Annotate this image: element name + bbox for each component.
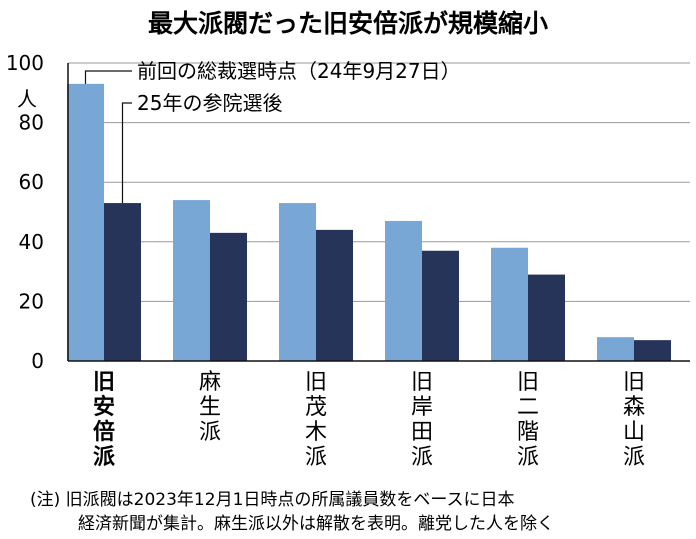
chart-title: 最大派閥だった旧安倍派が規模縮小 bbox=[148, 9, 548, 38]
bar-series1-5 bbox=[491, 247, 528, 361]
x-label-5: 二 bbox=[517, 395, 539, 420]
x-label-4: 田 bbox=[411, 420, 433, 445]
x-label-6: 旧 bbox=[623, 370, 645, 395]
x-label-3: 旧 bbox=[305, 370, 327, 395]
bar-series2-1 bbox=[104, 203, 141, 361]
legend-series1: 前回の総裁選時点（24年9月27日） bbox=[137, 59, 461, 83]
x-label-2: 麻 bbox=[199, 370, 221, 395]
bars bbox=[67, 83, 671, 362]
x-label-3: 茂 bbox=[305, 395, 327, 420]
bar-series2-5 bbox=[528, 274, 565, 361]
x-label-3: 木 bbox=[305, 420, 327, 445]
y-axis-unit: 人 bbox=[17, 87, 37, 111]
y-ticks: 0 20 40 60 80 100 bbox=[6, 51, 44, 373]
bar-series2-2 bbox=[210, 232, 247, 361]
gridlines bbox=[68, 62, 690, 302]
bar-series2-6 bbox=[634, 340, 671, 361]
x-label-5: 派 bbox=[517, 445, 539, 470]
bar-series1-2 bbox=[173, 200, 210, 361]
note-line-2: 経済新聞が集計。麻生派以外は解散を表明。離党した人を除く bbox=[78, 514, 554, 534]
y-tick-label: 100 bbox=[6, 51, 44, 75]
bar-series2-4 bbox=[422, 250, 459, 361]
bar-series1-4 bbox=[385, 220, 422, 361]
x-label-1: 安 bbox=[93, 394, 115, 420]
callout-line-series1 bbox=[84, 70, 132, 84]
x-label-4: 旧 bbox=[411, 370, 433, 395]
bar-series1-6 bbox=[597, 337, 634, 361]
bar-series2-3 bbox=[316, 229, 353, 361]
legend-callouts: 前回の総裁選時点（24年9月27日） 25年の参院選後 bbox=[84, 59, 461, 204]
y-tick-label: 40 bbox=[19, 230, 44, 254]
x-label-6: 派 bbox=[623, 445, 645, 470]
y-tick-label: 20 bbox=[19, 289, 44, 313]
x-label-6: 森 bbox=[623, 395, 645, 420]
y-tick-label: 80 bbox=[19, 111, 44, 135]
x-label-1: 派 bbox=[93, 445, 115, 470]
x-label-2: 派 bbox=[199, 420, 221, 445]
x-label-4: 岸 bbox=[411, 395, 433, 420]
bar-series1-1 bbox=[67, 83, 104, 362]
note-line-1: (注) 旧派閥は2023年12月1日時点の所属議員数をベースに日本 bbox=[30, 490, 515, 510]
x-label-5: 旧 bbox=[517, 370, 539, 395]
x-label-4: 派 bbox=[411, 445, 433, 470]
bar-series1-3 bbox=[279, 203, 316, 361]
x-label-1: 倍 bbox=[93, 419, 115, 445]
x-label-5: 階 bbox=[517, 420, 539, 445]
x-label-1: 旧 bbox=[93, 370, 115, 395]
x-label-2: 生 bbox=[199, 395, 221, 420]
y-tick-label: 0 bbox=[31, 349, 44, 373]
x-label-6: 山 bbox=[623, 420, 645, 445]
callout-line-series2 bbox=[121, 102, 132, 204]
y-tick-label: 60 bbox=[19, 170, 44, 194]
x-label-3: 派 bbox=[305, 445, 327, 470]
legend-series2: 25年の参院選後 bbox=[137, 91, 282, 115]
